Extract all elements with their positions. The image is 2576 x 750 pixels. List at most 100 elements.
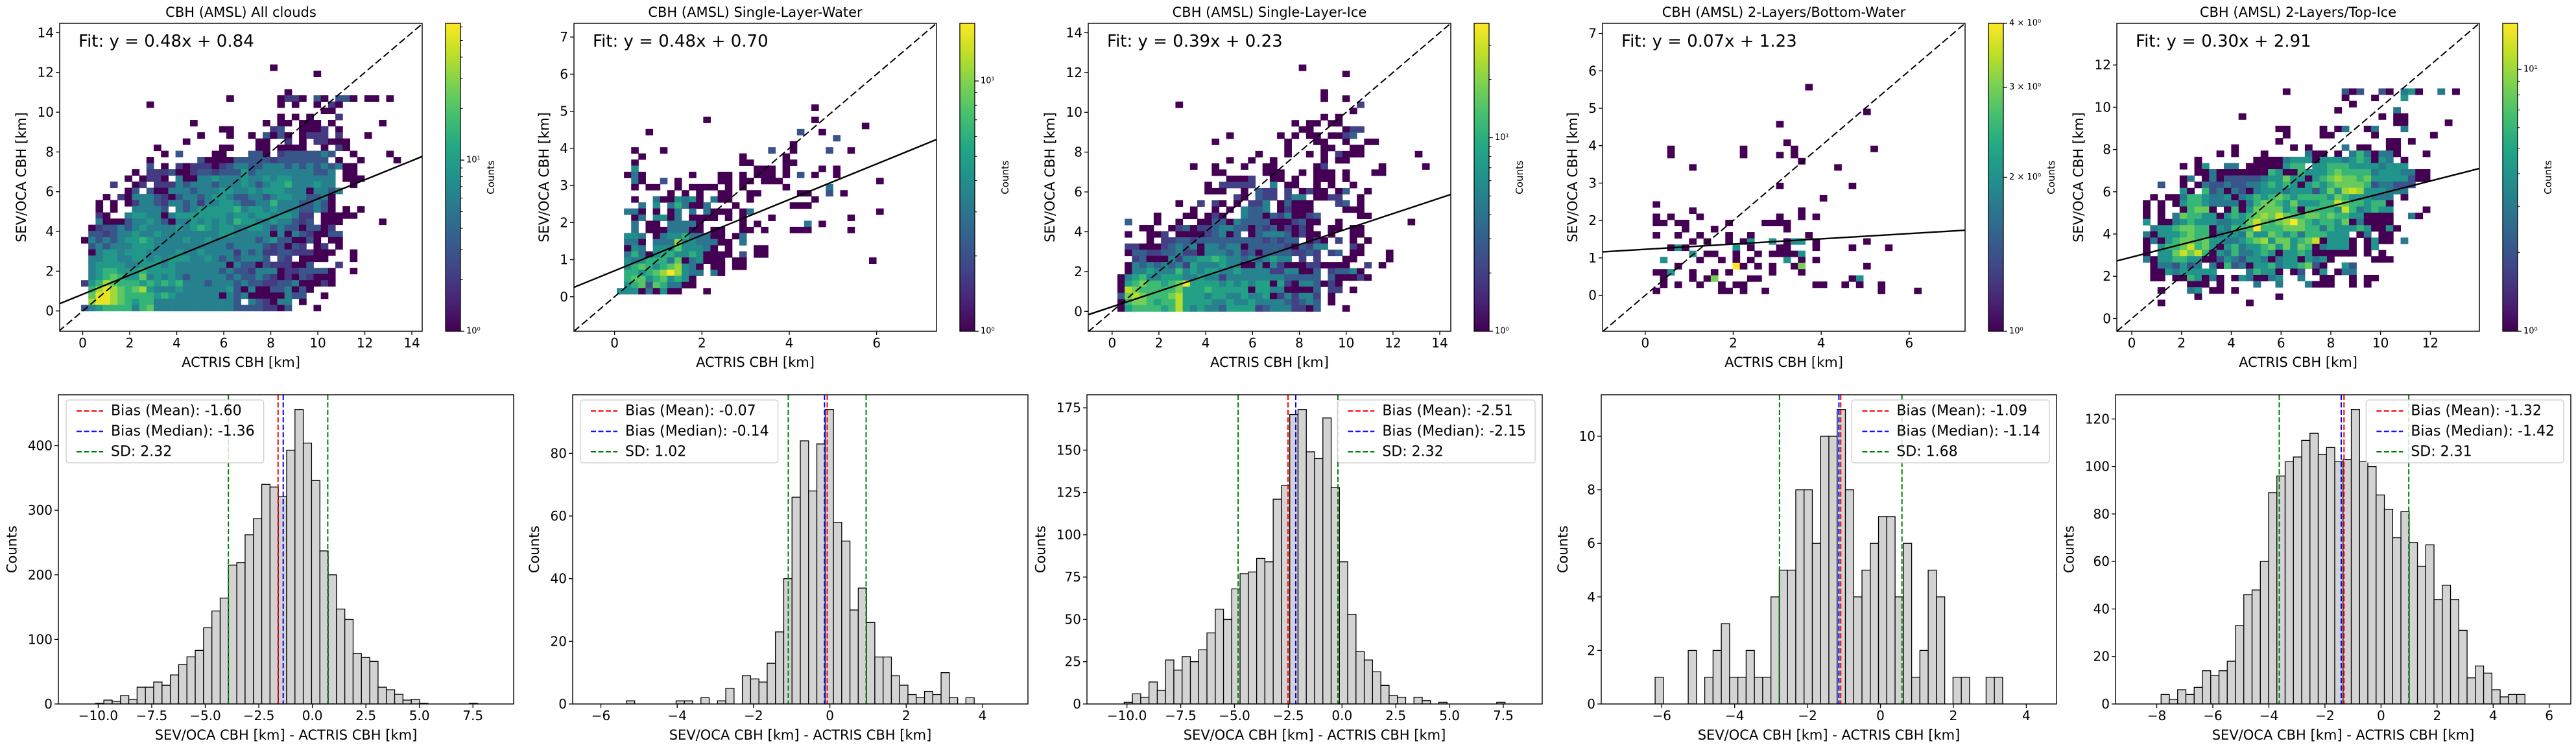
heatmap-cell <box>2356 231 2365 238</box>
heatmap-cell <box>2209 187 2217 194</box>
heatmap-cell <box>1153 268 1162 275</box>
heatmap-cell <box>1255 243 1263 250</box>
heatmap-cell <box>2282 125 2291 132</box>
heatmap-cell <box>299 280 307 287</box>
heatmap-cell <box>190 255 198 263</box>
histogram-bar <box>253 518 263 704</box>
x-tick-label: 4 <box>979 708 987 723</box>
heatmap-cell <box>291 157 300 164</box>
heatmap-cell <box>2260 206 2269 213</box>
heatmap-cell <box>2268 175 2276 182</box>
heatmap-cell <box>2275 281 2284 288</box>
heatmap-cell <box>1255 305 1263 312</box>
heatmap-cell <box>1284 299 1292 306</box>
heatmap-cell <box>1747 232 1755 239</box>
heatmap-cell <box>1197 292 1205 299</box>
heatmap-cell <box>2194 169 2202 176</box>
heatmap-cell <box>2246 218 2254 226</box>
heatmap-cell <box>1667 152 1675 159</box>
x-tick-label: 6 <box>1248 335 1257 351</box>
histogram-bar <box>866 622 876 704</box>
x-tick-label: 10 <box>1338 335 1354 351</box>
heatmap-cell <box>2260 256 2269 263</box>
heatmap-cell <box>2187 194 2195 201</box>
heatmap-cell <box>2246 250 2254 257</box>
histogram-bar <box>1745 650 1755 704</box>
heatmap-cell <box>2268 213 2276 220</box>
heatmap-cell <box>1248 225 1256 232</box>
heatmap-cell <box>2319 256 2328 263</box>
heatmap-cell <box>775 178 783 185</box>
heatmap-cell <box>386 95 394 102</box>
heatmap-cell <box>1226 157 1234 164</box>
heatmap-cell <box>1335 187 1343 194</box>
heatmap-cell <box>2356 225 2365 232</box>
y-tick-label: 20 <box>2093 649 2110 664</box>
heatmap-cell <box>132 274 140 281</box>
heatmap-cell <box>2231 150 2239 158</box>
heatmap-cell <box>2349 182 2357 189</box>
heatmap-cell <box>1689 275 1697 282</box>
heatmap-cell <box>1161 299 1169 306</box>
heatmap-cell <box>88 268 96 275</box>
heatmap-cell <box>660 263 668 270</box>
heatmap-cell <box>263 243 270 250</box>
heatmap-cell <box>1320 243 1328 250</box>
heatmap-cell <box>2179 206 2188 213</box>
heatmap-cell <box>1385 255 1394 263</box>
heatmap-cell <box>1328 280 1336 287</box>
heatmap-cell <box>2400 156 2409 163</box>
heatmap-cell <box>638 275 646 283</box>
heatmap-cell <box>2363 200 2372 207</box>
heatmap-cell <box>2275 293 2284 300</box>
heatmap-cell <box>255 237 263 244</box>
heatmap-cell <box>652 245 661 252</box>
heatmap-cell <box>2194 256 2202 263</box>
heatmap-cell <box>674 245 682 252</box>
heatmap-cell <box>660 270 668 276</box>
heatmap-cell <box>335 126 343 133</box>
heatmap-cell <box>117 280 125 287</box>
heatmap-cell <box>1233 243 1241 250</box>
heatmap-cell <box>1226 255 1234 263</box>
heatmap-cell <box>182 280 191 287</box>
heatmap-cell <box>132 261 140 268</box>
histogram-bar <box>2301 439 2311 704</box>
heatmap-cell <box>2187 244 2195 251</box>
heatmap-cell <box>652 239 661 246</box>
heatmap-cell <box>2312 281 2320 288</box>
heatmap-cell <box>782 159 791 166</box>
heatmap-cell <box>2223 182 2232 189</box>
heatmap-cell <box>2371 194 2379 201</box>
heatmap-cell <box>2378 256 2387 263</box>
heatmap-cell <box>2290 144 2298 151</box>
heatmap-cell <box>631 251 639 258</box>
heatmap-cell <box>197 280 205 287</box>
heatmap-cell <box>2312 169 2320 176</box>
heatmap-cell <box>2268 200 2276 207</box>
heatmap-cell <box>182 206 191 213</box>
histogram-bar <box>369 661 379 704</box>
heatmap-cell <box>1291 274 1300 281</box>
heatmap-cell <box>2216 244 2224 251</box>
heatmap-cell <box>1277 132 1285 139</box>
heatmap-cell <box>219 169 227 176</box>
heatmap-cell <box>1652 287 1661 294</box>
heatmap-cell <box>2157 200 2165 207</box>
histogram-bar <box>1844 489 1854 704</box>
heatmap-cell <box>248 280 256 287</box>
histogram-bar <box>1919 650 1929 704</box>
heatmap-cell <box>2268 231 2276 238</box>
y-tick-label: 300 <box>28 502 53 518</box>
heatmap-cell <box>739 233 747 240</box>
heatmap-cell <box>1349 243 1357 250</box>
heatmap-cell <box>2268 274 2276 282</box>
heatmap-cell <box>2260 194 2269 201</box>
chart-title: CBH (AMSL) All clouds <box>165 5 316 20</box>
heatmap-cell <box>2334 175 2343 182</box>
